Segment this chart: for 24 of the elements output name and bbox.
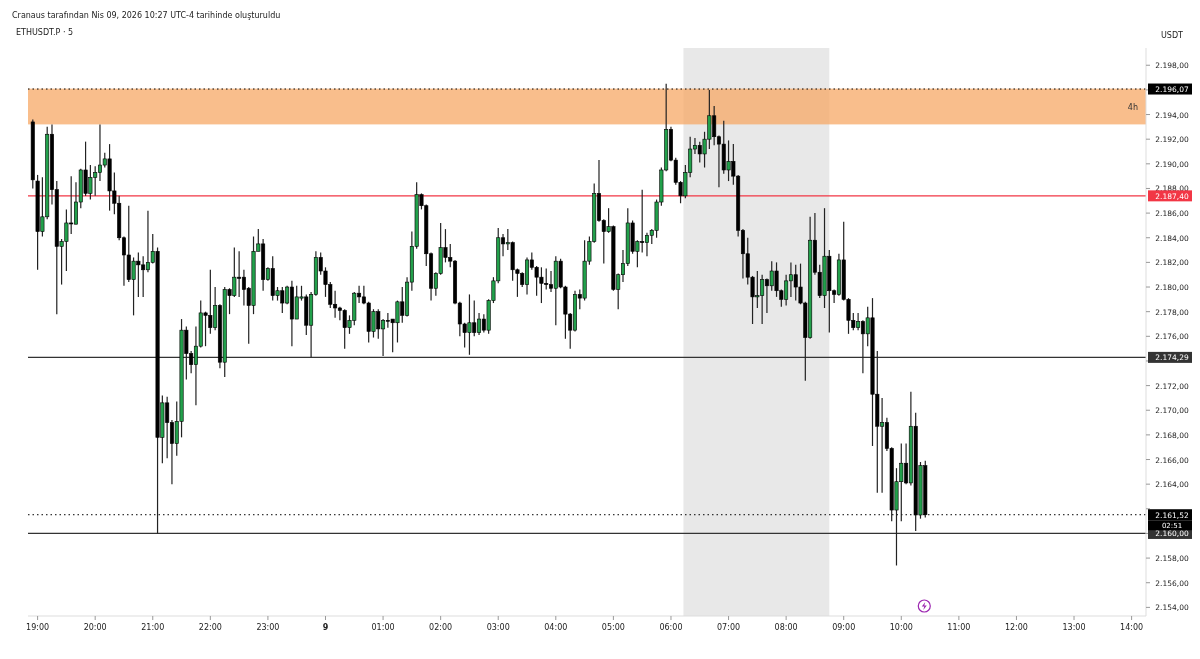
x-tick-label: 12:00 xyxy=(1004,623,1028,632)
band-label: 4h xyxy=(1127,102,1138,112)
x-tick-label: 02:00 xyxy=(429,623,453,632)
x-tick-label: 01:00 xyxy=(371,623,395,632)
x-tick-label: 14:00 xyxy=(1120,623,1144,632)
y-axis-title: USDT xyxy=(1161,31,1184,40)
x-tick-label: 23:00 xyxy=(256,623,280,632)
x-tick-label: 11:00 xyxy=(947,623,971,632)
x-tick-label: 04:00 xyxy=(544,623,568,632)
x-tick-label: 22:00 xyxy=(198,623,222,632)
x-tick-label: 21:00 xyxy=(141,623,165,632)
x-tick-label: 19:00 xyxy=(26,623,50,632)
x-tick-label: 08:00 xyxy=(774,623,798,632)
x-tick-label: 09:00 xyxy=(832,623,856,632)
chart-subtitle: Cranaus tarafından Nis 09, 2026 10:27 UTC-4 tarihinde oluşturuldu xyxy=(12,11,281,20)
chart-title: ETHUSDT.P · 5 xyxy=(16,28,74,37)
x-tick-label: 13:00 xyxy=(1062,623,1086,632)
x-tick-label: 9 xyxy=(322,623,329,632)
x-tick-label: 05:00 xyxy=(601,623,625,632)
x-tick-label: 07:00 xyxy=(717,623,741,632)
x-tick-label: 03:00 xyxy=(486,623,510,632)
x-tick-label: 10:00 xyxy=(889,623,913,632)
x-tick-label: 20:00 xyxy=(83,623,107,632)
x-tick-label: 06:00 xyxy=(659,623,683,632)
